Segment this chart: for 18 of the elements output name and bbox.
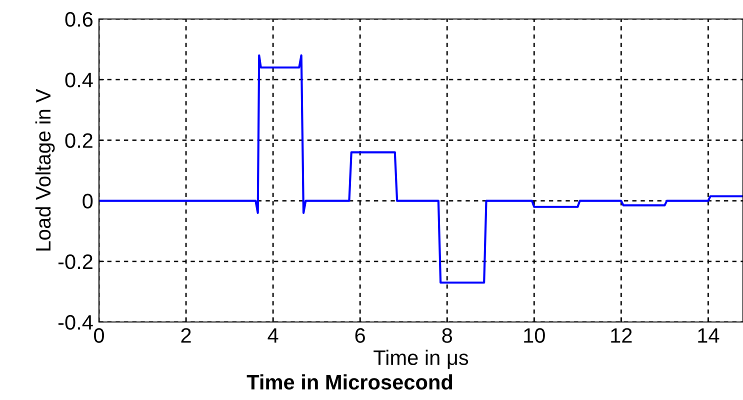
y-tick-label: 0 bbox=[82, 194, 93, 209]
x-axis-title: Time in μs bbox=[374, 350, 468, 369]
x-tick-label: 0 bbox=[94, 328, 104, 343]
x-tick-label: 4 bbox=[268, 328, 278, 343]
x-tick-label: 2 bbox=[181, 328, 191, 343]
text: Time in Microsecond bbox=[246, 374, 452, 390]
y-tick-label: 0.4 bbox=[65, 72, 93, 88]
y-tick-label: -0.2 bbox=[58, 254, 92, 270]
y-axis-title: Load Voltage in V bbox=[35, 88, 55, 250]
x-tick-label: 14 bbox=[698, 328, 720, 343]
y-tick-label: 0.6 bbox=[65, 12, 93, 27]
y-tick-label: -0.4 bbox=[58, 315, 93, 330]
x-tick-label: 12 bbox=[611, 328, 632, 343]
x-tick-label: 6 bbox=[355, 328, 365, 343]
x-tick-label: 8 bbox=[442, 328, 452, 343]
x-tick-label: 10 bbox=[524, 328, 545, 343]
line-series bbox=[99, 54, 743, 284]
y-tick-label: 0.2 bbox=[65, 133, 92, 148]
